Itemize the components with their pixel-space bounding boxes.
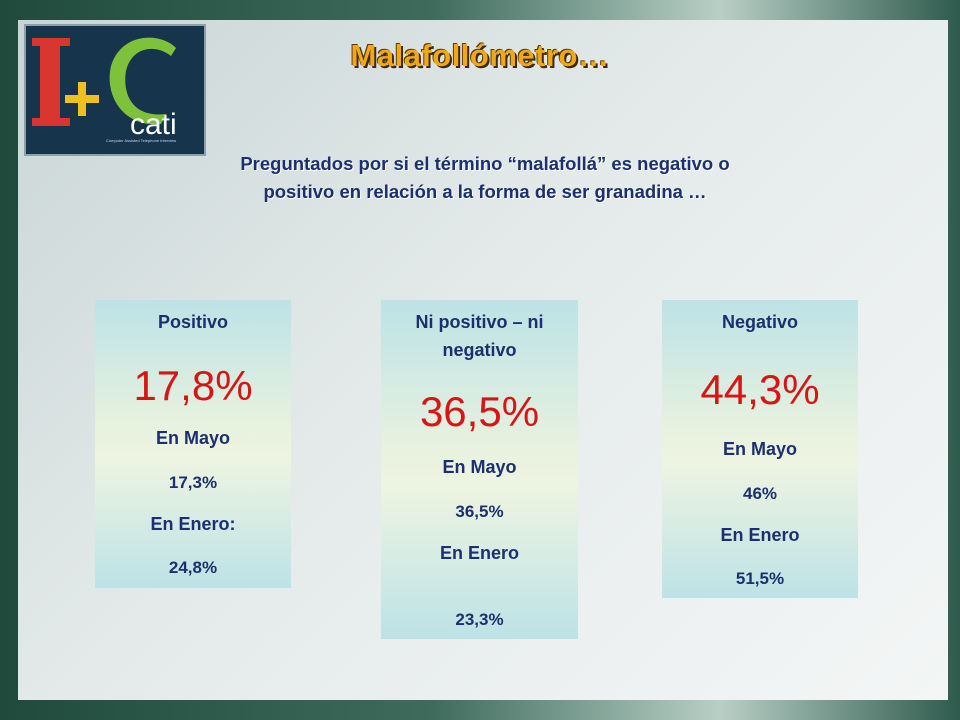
card-enero-label: En Enero: xyxy=(150,514,236,534)
page-title: Malafollómetro… xyxy=(350,38,610,73)
subtitle-line-1: Preguntados por si el término “malafollá… xyxy=(240,153,730,174)
card-enero-value: 51,5% xyxy=(735,569,785,588)
question-subtitle: Preguntados por si el término “malafollá… xyxy=(160,150,810,206)
logo-tagline: Computer Assisted Telephone Interview xyxy=(106,138,177,143)
card-label: Positivo xyxy=(157,312,228,332)
card-label-line-1: Ni positivo – ni xyxy=(415,312,544,332)
logo-graphic xyxy=(32,37,176,126)
card-main-value: 36,5% xyxy=(419,388,540,435)
card-ni-positivo-ni-negativo: Ni positivo – ni negativo 36,5% En Mayo … xyxy=(381,300,578,639)
card-mayo-label: En Mayo xyxy=(442,457,517,477)
card-main-value: 17,8% xyxy=(133,362,253,409)
card-enero-value: 24,8% xyxy=(168,558,218,577)
card-mayo-value: 17,3% xyxy=(168,473,218,492)
card-mayo-label: En Mayo xyxy=(155,428,230,448)
card-label-line-2: negativo xyxy=(442,340,517,360)
card-positivo: Positivo 17,8% En Mayo 17,3% En Enero: 2… xyxy=(95,300,291,588)
card-mayo-value: 36,5% xyxy=(455,502,504,521)
card-enero-value: 23,3% xyxy=(455,610,504,629)
card-mayo-value: 46% xyxy=(742,484,778,503)
card-enero-label: En Enero xyxy=(439,543,519,563)
card-label: Negativo xyxy=(721,312,799,332)
subtitle-line-2: positivo en relación a la forma de ser g… xyxy=(263,181,707,202)
card-enero-label: En Enero xyxy=(720,525,800,545)
card-main-value: 44,3% xyxy=(700,366,820,413)
card-mayo-label: En Mayo xyxy=(722,439,797,459)
i-plus-c-cati-logo: cati Computer Assisted Telephone Intervi… xyxy=(24,24,206,156)
card-negativo: Negativo 44,3% En Mayo 46% En Enero 51,5… xyxy=(662,300,858,598)
logo-brand-text: cati xyxy=(130,108,177,141)
